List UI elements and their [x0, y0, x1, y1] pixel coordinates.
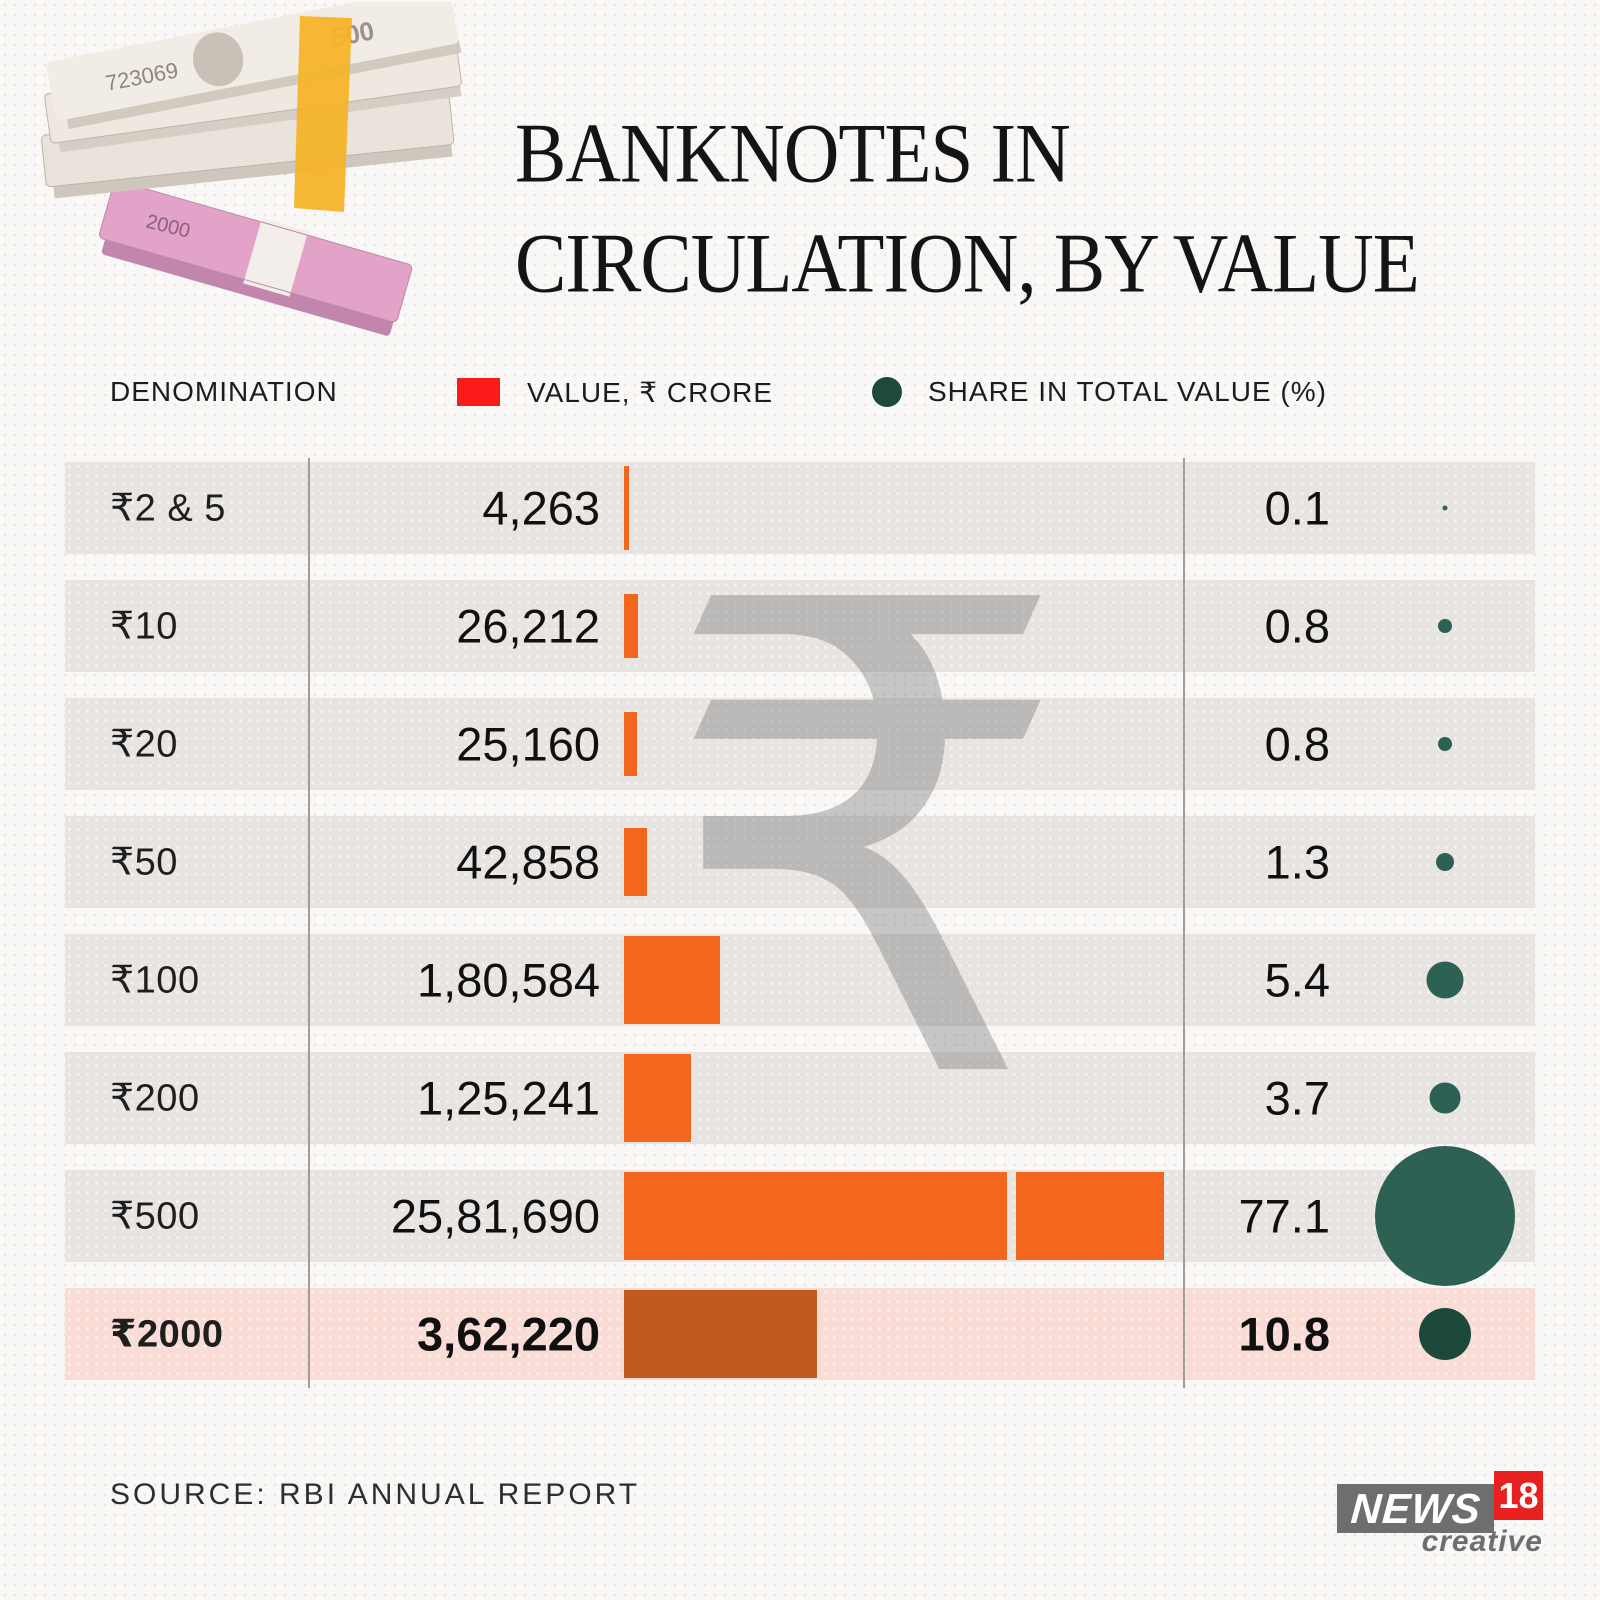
- share-dot: [1436, 853, 1454, 871]
- value-text: 1,25,241: [417, 1071, 600, 1125]
- value-bar: [624, 1172, 1164, 1260]
- table-row: ₹200 1,25,241 3.7: [65, 1052, 1535, 1144]
- value-bar-segment: [624, 1054, 691, 1142]
- share-dot: [1429, 1082, 1461, 1114]
- value-bar-segment: [624, 712, 637, 776]
- logo-18-text: 18: [1498, 1474, 1539, 1516]
- page-title-line1: BANKNOTES IN: [515, 105, 1071, 201]
- value-bar-segment: [624, 1290, 817, 1378]
- value-text: 42,858: [456, 835, 600, 889]
- value-text: 26,212: [456, 599, 600, 653]
- yellow-strap: [294, 16, 352, 212]
- table-row-background: [65, 934, 1535, 1026]
- share-text: 0.8: [1264, 599, 1330, 653]
- table-row: ₹500 25,81,690 77.1: [65, 1146, 1535, 1286]
- value-text: 3,62,220: [417, 1307, 600, 1361]
- legend: DENOMINATION VALUE, ₹ CRORE SHARE IN TOT…: [0, 370, 1600, 412]
- value-bar: [624, 712, 637, 776]
- denomination-label: ₹2000: [110, 1313, 224, 1356]
- share-dot: [1419, 1308, 1471, 1360]
- value-text: 1,80,584: [417, 953, 600, 1007]
- value-bar: [624, 936, 720, 1024]
- table-row-background: [65, 816, 1535, 908]
- share-text: 10.8: [1238, 1307, 1330, 1361]
- table-row: ₹10 26,212 0.8: [65, 580, 1535, 672]
- value-text: 25,81,690: [390, 1189, 600, 1243]
- value-bar-segment: [624, 594, 638, 658]
- share-dot: [1442, 505, 1448, 511]
- value-bar-segment: [624, 828, 647, 896]
- value-text: 4,263: [482, 481, 600, 535]
- table-row-background: [65, 698, 1535, 790]
- table-row: ₹50 42,858 1.3: [65, 816, 1535, 908]
- value-bar: [624, 1290, 817, 1378]
- news18-logo: NEWS 18 creative: [1337, 1471, 1543, 1561]
- share-dot: [1438, 737, 1452, 751]
- share-text: 1.3: [1264, 835, 1330, 889]
- source-text: SOURCE: RBI ANNUAL REPORT: [110, 1478, 641, 1511]
- table-row: ₹20 25,160 0.8: [65, 698, 1535, 790]
- legend-share-label: SHARE IN TOTAL VALUE (%): [928, 376, 1327, 407]
- value-bar-segment: [624, 466, 629, 550]
- table-row: ₹100 1,80,584 5.4: [65, 934, 1535, 1026]
- denomination-label: ₹2 & 5: [110, 487, 226, 530]
- legend-value-label: VALUE, ₹ CRORE: [527, 377, 774, 408]
- share-text: 3.7: [1264, 1071, 1330, 1125]
- pink-bundle: 2000: [98, 180, 413, 336]
- share-text: 0.8: [1264, 717, 1330, 771]
- value-bar: [624, 466, 629, 550]
- rupee-watermark-icon: ₹: [660, 467, 1074, 1223]
- share-dot: [1375, 1146, 1515, 1286]
- value-bar: [624, 828, 647, 896]
- table-row: ₹2 & 5 4,263 0.1: [65, 462, 1535, 554]
- value-bar: [624, 594, 638, 658]
- page-title-line2: CIRCULATION, BY VALUE: [515, 215, 1420, 311]
- value-bar: [624, 1054, 691, 1142]
- share-dot: [1438, 619, 1452, 633]
- column-divider-1: [308, 458, 310, 1388]
- column-divider-2: [1183, 458, 1185, 1388]
- table-row-background: [65, 462, 1535, 554]
- legend-value-swatch: [457, 378, 500, 406]
- logo-18-box: 18: [1494, 1471, 1543, 1520]
- share-dot: [1426, 961, 1464, 999]
- share-text: 0.1: [1264, 481, 1330, 535]
- share-text: 5.4: [1264, 953, 1330, 1007]
- value-bar-segment: [624, 936, 720, 1024]
- table-row-background: [65, 1052, 1535, 1144]
- denomination-label: ₹20: [110, 723, 178, 766]
- page-title: BANKNOTES IN CIRCULATION, BY VALUE: [515, 98, 1465, 318]
- value-text: 25,160: [456, 717, 600, 771]
- denomination-label: ₹500: [110, 1195, 200, 1238]
- denomination-label: ₹10: [110, 605, 178, 648]
- denomination-label: ₹200: [110, 1077, 200, 1120]
- logo-creative-text: creative: [1421, 1525, 1543, 1558]
- legend-denomination-label: DENOMINATION: [110, 376, 338, 407]
- share-text: 77.1: [1238, 1189, 1330, 1243]
- value-bar-segment: [624, 1172, 1007, 1260]
- logo-news-box: NEWS: [1337, 1484, 1494, 1533]
- banknotes-image: 2000 723069 500: [41, 2, 462, 336]
- legend-share-swatch: [872, 377, 902, 407]
- table-row: ₹2000 3,62,220 10.8: [65, 1288, 1535, 1380]
- value-bar-segment: [1016, 1172, 1164, 1260]
- bar-axis-break: [1007, 1211, 1016, 1221]
- denomination-label: ₹50: [110, 841, 178, 884]
- denomination-label: ₹100: [110, 959, 200, 1002]
- table-row-background: [65, 580, 1535, 672]
